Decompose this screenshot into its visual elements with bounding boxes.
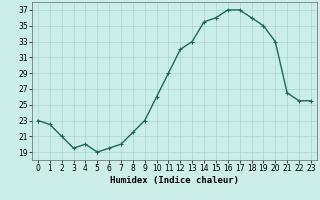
X-axis label: Humidex (Indice chaleur): Humidex (Indice chaleur) <box>110 176 239 185</box>
